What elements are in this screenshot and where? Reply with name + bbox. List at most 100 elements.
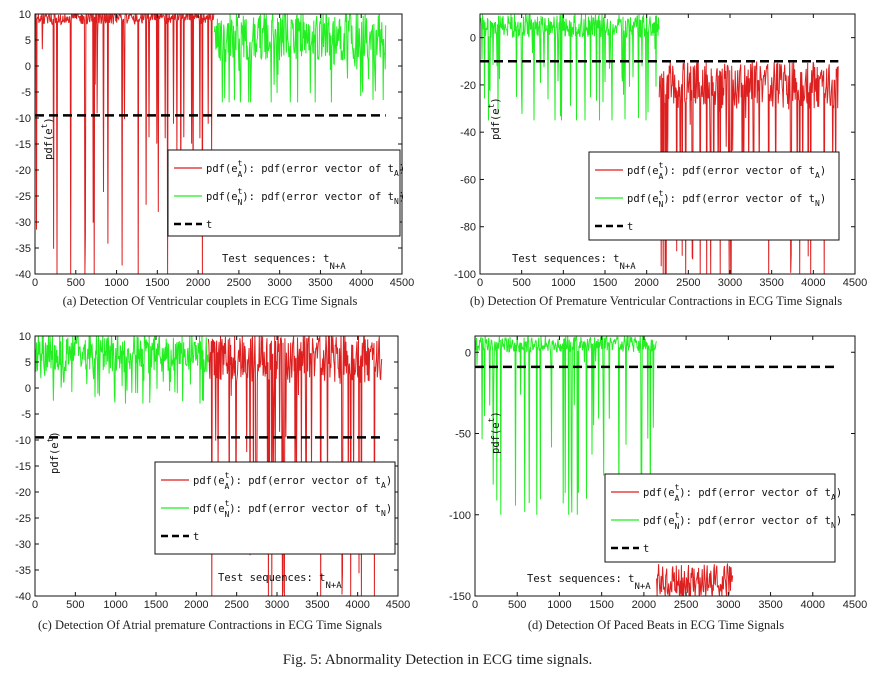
subplot-d: 0 500 1000 1500 2000 2500 3000 3500 4000 4500 0 -50… [437, 324, 875, 636]
legend-box [588, 151, 840, 241]
y-tick-label: -80 [460, 222, 476, 234]
legend: pdf(et A): pdf(error vector of tA) pdf(et N… [154, 461, 396, 555]
series-line [35, 336, 209, 404]
legend-label: pdf(et N): pdf(error vector of tN) [206, 187, 405, 207]
y-tick-label: -150 [449, 591, 471, 603]
subplot-a: 0 500 1000 1500 2000 2500 3000 3500 4000 4500 10 5 0… [0, 0, 420, 322]
y-tick-label: -10 [15, 435, 31, 447]
y-tick-label: -30 [15, 217, 31, 229]
x-tick-label: 4500 [390, 277, 414, 289]
x-tick-label: 4500 [843, 277, 867, 289]
x-tick-label: 4000 [349, 277, 373, 289]
y-axis-label: pdf(et) [40, 117, 55, 160]
legend: pdf(et A): pdf(error vector of tA) pdf(et N… [588, 151, 840, 241]
y-tick-label: -40 [460, 127, 476, 139]
x-tick-label: 3500 [305, 599, 329, 611]
y-tick-label: 0 [470, 33, 476, 45]
x-tick-label: 1000 [547, 599, 571, 611]
y-tick-label: -30 [15, 539, 31, 551]
plot-frame [479, 13, 856, 275]
x-tick-label: 0 [32, 599, 38, 611]
x-tick-label: 2500 [224, 599, 248, 611]
y-axis-label: pdf(et) [46, 431, 61, 474]
y-tick-label: -15 [15, 139, 31, 151]
y-tick-label: -50 [455, 429, 471, 441]
y-tick-label: -60 [460, 174, 476, 186]
x-tick-label: 0 [477, 277, 483, 289]
x-tick-label: 2000 [634, 277, 658, 289]
legend-label: pdf(et N): pdf(error vector of tN) [627, 189, 826, 209]
series-line [213, 14, 387, 103]
y-axis-label: pdf(et) [487, 97, 502, 140]
x-tick-label: 4000 [345, 599, 369, 611]
plot-svg: 0 500 1000 1500 2000 2500 3000 3500 4000 4500 10 5 0… [15, 331, 410, 611]
plot-svg: 0 500 1000 1500 2000 2500 3000 3500 4000 4500 0 -50… [449, 335, 867, 611]
legend: pdf(et A): pdf(error vector of tA) pdf(et N… [604, 473, 842, 563]
y-tick-label: 10 [19, 331, 31, 343]
legend-label: t [643, 543, 649, 555]
subplot-caption: (c) Detection Of Atrial premature Contra… [37, 618, 383, 632]
y-tick-label: -40 [15, 269, 31, 281]
legend-label: pdf(et A): pdf(error vector of tA) [193, 471, 392, 491]
y-axis-label: pdf(et) [487, 411, 502, 454]
x-tick-label: 2500 [676, 277, 700, 289]
subplot-b: 0 500 1000 1500 2000 2500 3000 3500 4000 4500 0 -20… [437, 0, 875, 322]
legend-label: t [206, 219, 212, 231]
x-tick-label: 0 [32, 277, 38, 289]
plot-svg: 0 500 1000 1500 2000 2500 3000 3500 4000 4500 10 5 0… [15, 9, 414, 289]
y-tick-label: -100 [454, 269, 476, 281]
x-tick-label: 1500 [593, 277, 617, 289]
legend-box [154, 461, 396, 555]
x-tick-label: 2000 [186, 277, 210, 289]
x-tick-label: 3000 [265, 599, 289, 611]
legend-box [167, 149, 401, 237]
y-tick-label: -10 [15, 113, 31, 125]
legend-label: t [193, 531, 199, 543]
x-tick-label: 0 [472, 599, 478, 611]
subplot-c: 0 500 1000 1500 2000 2500 3000 3500 4000 4500 10 5 0… [0, 324, 420, 636]
x-tick-label: 4500 [843, 599, 867, 611]
legend: pdf(et A): pdf(error vector of tA) pdf(et N… [167, 149, 405, 237]
plot-frame [474, 335, 856, 597]
legend-label: pdf(et A): pdf(error vector of tA) [643, 483, 842, 503]
legend-box [604, 473, 836, 563]
series-line [480, 14, 660, 121]
y-tick-label: -15 [15, 461, 31, 473]
y-tick-label: -5 [21, 409, 31, 421]
y-tick-label: -20 [15, 487, 31, 499]
y-tick-label: 0 [25, 383, 31, 395]
x-tick-label: 3500 [758, 599, 782, 611]
series-group [475, 336, 734, 596]
x-tick-label: 2500 [227, 277, 251, 289]
x-tick-label: 500 [512, 277, 530, 289]
y-tick-label: -20 [460, 80, 476, 92]
x-tick-label: 1500 [145, 277, 169, 289]
x-tick-label: 2000 [632, 599, 656, 611]
subplot-caption: (b) Detection Of Premature Ventricular C… [469, 294, 843, 308]
x-tick-label: 500 [67, 277, 85, 289]
x-tick-label: 4000 [801, 599, 825, 611]
y-tick-label: -100 [449, 510, 471, 522]
legend-label: pdf(et A): pdf(error vector of tA) [627, 161, 826, 181]
legend-label: t [627, 221, 633, 233]
series-line [656, 563, 734, 596]
subplot-caption: (d) Detection Of Paced Beats in ECG Time… [527, 618, 785, 632]
y-tick-label: -25 [15, 513, 31, 525]
x-tick-label: 3000 [718, 277, 742, 289]
y-tick-label: -20 [15, 165, 31, 177]
x-tick-label: 1000 [103, 599, 127, 611]
x-tick-label: 2500 [674, 599, 698, 611]
plot-svg: 0 500 1000 1500 2000 2500 3000 3500 4000 4500 0 -20… [454, 13, 867, 289]
y-tick-label: -5 [21, 87, 31, 99]
x-tick-label: 3000 [716, 599, 740, 611]
legend-label: pdf(et N): pdf(error vector of tN) [193, 499, 392, 519]
x-tick-label: 4000 [801, 277, 825, 289]
y-tick-label: 10 [19, 9, 31, 21]
x-tick-label: 1500 [589, 599, 613, 611]
series-line [475, 336, 657, 515]
x-tick-label: 500 [508, 599, 526, 611]
x-tick-label: 4500 [386, 599, 410, 611]
x-tick-label: 1000 [104, 277, 128, 289]
x-tick-label: 3500 [759, 277, 783, 289]
